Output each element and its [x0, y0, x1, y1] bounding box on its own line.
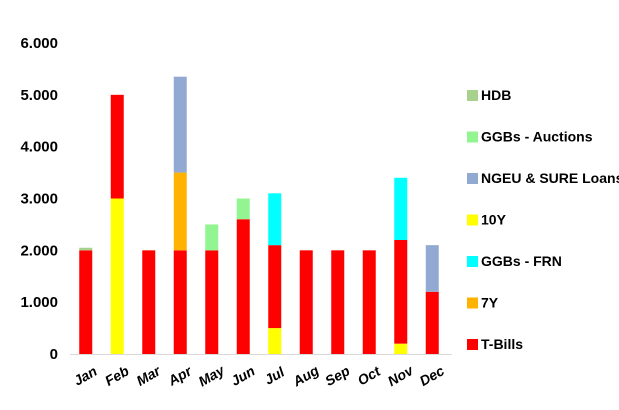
bar-segment-sep-t-bills [331, 250, 345, 354]
legend-swatch [467, 173, 478, 184]
legend-label: 7Y [481, 295, 499, 311]
legend-label: HDB [481, 87, 511, 103]
y-tick-label: 0 [50, 346, 58, 363]
y-tick-label: 2.000 [20, 242, 58, 259]
legend-swatch [467, 339, 478, 350]
bar-segment-jan-hdb [79, 247, 93, 251]
x-tick-label: Nov [385, 362, 417, 390]
x-tick-label: Aug [289, 362, 322, 390]
legend-label: 10Y [481, 212, 507, 228]
bar-segment-aug-t-bills [299, 250, 313, 354]
y-tick-label: 3.000 [20, 191, 58, 208]
legend-swatch [467, 214, 478, 226]
legend-label: GGBs - Auctions [481, 129, 593, 145]
bar-segment-nov-ggbs-frn [394, 177, 408, 240]
bar-segment-apr-7y [173, 172, 187, 251]
x-tick-label: Feb [102, 362, 132, 389]
x-tick-label: Oct [355, 362, 384, 388]
bar-segment-jul-ggbs-frn [268, 193, 282, 246]
bar-segment-feb-t-bills [110, 94, 124, 199]
y-tick-label: 6.000 [20, 35, 58, 52]
bar-segment-dec-t-bills [425, 291, 439, 354]
bar-segment-jun-t-bills [236, 219, 250, 354]
bar-segment-mar-t-bills [142, 250, 156, 354]
legend-label: GGBs - FRN [481, 253, 562, 269]
bar-segment-jun-ggbs-auctions [236, 198, 250, 220]
x-tick-label: May [195, 361, 228, 389]
legend-label: T-Bills [481, 336, 523, 352]
bar-segment-jul-t-bills [268, 245, 282, 329]
bars [79, 76, 439, 354]
legend-swatch [467, 131, 478, 143]
bar-segment-nov-t-bills [394, 239, 408, 344]
bar-segment-may-t-bills [205, 250, 219, 354]
legend-label: NGEU & SURE Loans [481, 170, 619, 186]
x-tick-label: Jul [261, 363, 287, 388]
axes: 0 1.000 2.000 3.000 4.000 5.000 6.000 Jan Feb Mar… [20, 35, 452, 390]
legend-swatch [467, 297, 478, 309]
x-tick-label: Dec [417, 362, 447, 389]
bar-segment-nov-10y [394, 343, 408, 354]
bar-segment-apr-t-bills [173, 250, 187, 354]
bar-segment-may-ggbs-auctions [205, 224, 219, 251]
y-tick-label: 1.000 [20, 294, 58, 311]
x-tick-label: Apr [164, 362, 195, 389]
legend-swatch [467, 90, 478, 101]
x-tick-label: Sep [322, 362, 353, 389]
bar-segment-oct-t-bills [362, 250, 376, 354]
legend-swatch [467, 256, 478, 267]
bar-segment-jul-10y [268, 328, 282, 354]
bar-segment-feb-10y [110, 198, 124, 354]
bar-segment-dec-ngeu-sure-loans [425, 245, 439, 292]
x-tick-label: Jan [71, 363, 100, 389]
x-tick-label: Jun [228, 363, 258, 389]
bar-segment-apr-ngeu-sure-loans [173, 76, 187, 173]
y-tick-label: 4.000 [20, 139, 58, 156]
y-tick-label: 5.000 [20, 87, 58, 104]
legend: HDB GGBs - Auctions NGEU & SURE Loans 10Y GG… [467, 87, 619, 352]
x-tick-label: Mar [133, 362, 164, 389]
bar-segment-jan-t-bills [79, 250, 93, 354]
